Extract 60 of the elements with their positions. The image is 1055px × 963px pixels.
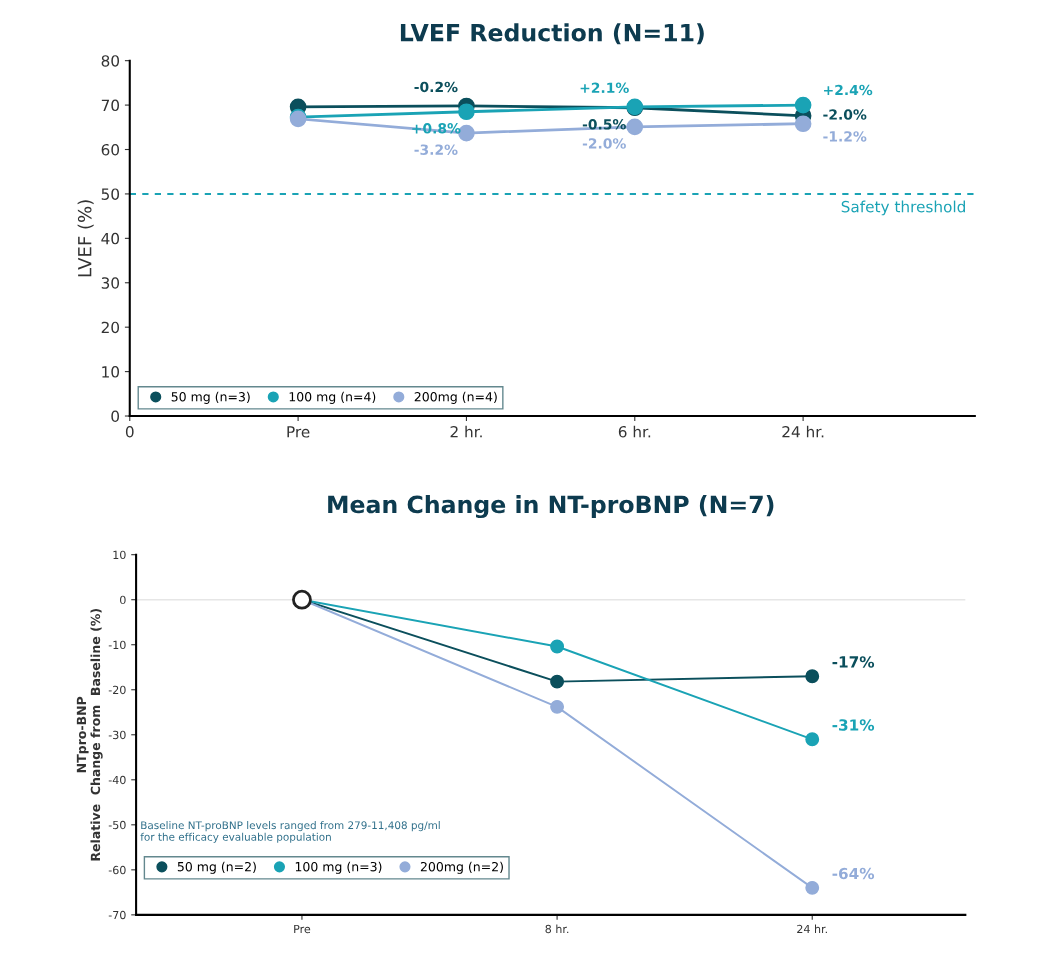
legend-label: 100 mg (n=4) bbox=[289, 391, 376, 404]
x-tick-label: 24 hr. bbox=[797, 924, 827, 934]
point bbox=[550, 674, 565, 689]
y-axis-title: NTpro-BNP Relative Change from Baseline (%) bbox=[76, 609, 103, 861]
point bbox=[458, 103, 475, 121]
y-tick-label: 0 bbox=[111, 410, 120, 423]
data-label: -64% bbox=[832, 867, 875, 880]
y-tick-label: 30 bbox=[101, 277, 120, 289]
y-tick-label: 0 bbox=[120, 595, 126, 605]
legend-label: 200mg (n=4) bbox=[414, 391, 497, 404]
y-tick-label: 80 bbox=[101, 55, 120, 67]
point bbox=[550, 639, 565, 654]
y-tick-label: 60 bbox=[101, 143, 120, 156]
annotation: -1.2% bbox=[823, 131, 867, 142]
point bbox=[794, 96, 812, 114]
data-label: -31% bbox=[832, 719, 875, 731]
point bbox=[794, 115, 812, 133]
data-label: -17% bbox=[832, 656, 875, 668]
legend-label: 100 mg (n=3) bbox=[295, 861, 382, 874]
chart-title: LVEF Reduction (N=11) bbox=[400, 23, 704, 45]
y-tick-label: 10 bbox=[113, 550, 126, 560]
y-tick-label: 40 bbox=[101, 232, 120, 245]
annotation: +0.8% bbox=[412, 123, 461, 134]
ref-line-label: Safety threshold bbox=[841, 200, 965, 216]
y-tick-label: -60 bbox=[108, 865, 126, 875]
point bbox=[805, 732, 820, 747]
y-axis-title: LVEF (%) bbox=[77, 200, 94, 277]
chart-title: Mean Change in NT-proBNP (N=7) bbox=[328, 495, 774, 519]
annotation: -2.0% bbox=[823, 109, 867, 120]
annotation: -2.0% bbox=[582, 138, 626, 149]
y-tick-label: 50 bbox=[101, 188, 120, 200]
annotation: Baseline NT-proBNP levels ranged from 279-11,408 pg/ml for the efficacy evaluable population bbox=[140, 821, 440, 843]
point bbox=[805, 880, 820, 895]
y-tick-label: 70 bbox=[101, 99, 120, 112]
annotation: -3.2% bbox=[414, 144, 458, 155]
x-tick-label: Pre bbox=[294, 924, 311, 934]
annotation: -0.5% bbox=[582, 119, 626, 130]
legend-label: 200mg (n=2) bbox=[420, 861, 503, 874]
y-tick-label: -20 bbox=[108, 685, 126, 695]
y-tick-label: -30 bbox=[108, 730, 126, 740]
x-tick-label: 0 bbox=[125, 426, 134, 438]
y-tick-label: -50 bbox=[108, 820, 126, 830]
x-tick-label: 2 hr. bbox=[450, 425, 482, 438]
point bbox=[550, 699, 565, 714]
point bbox=[626, 118, 644, 136]
legend-label: 50 mg (n=2) bbox=[177, 861, 256, 874]
x-tick-label: 8 hr. bbox=[545, 924, 569, 934]
legend-label: 50 mg (n=3) bbox=[171, 391, 250, 404]
x-tick-label: Pre bbox=[287, 426, 310, 438]
annotation: -0.2% bbox=[414, 81, 458, 93]
point bbox=[805, 669, 820, 684]
x-tick-label: 6 hr. bbox=[618, 425, 651, 438]
y-tick-label: -40 bbox=[108, 775, 126, 785]
y-tick-label: 10 bbox=[102, 366, 120, 378]
annotation: +2.4% bbox=[824, 84, 873, 96]
y-tick-label: 20 bbox=[101, 321, 120, 334]
x-tick-label: 24 hr. bbox=[782, 425, 824, 438]
y-tick-label: -70 bbox=[108, 910, 126, 920]
annotation: +2.1% bbox=[580, 82, 629, 94]
y-tick-label: -10 bbox=[108, 640, 126, 650]
